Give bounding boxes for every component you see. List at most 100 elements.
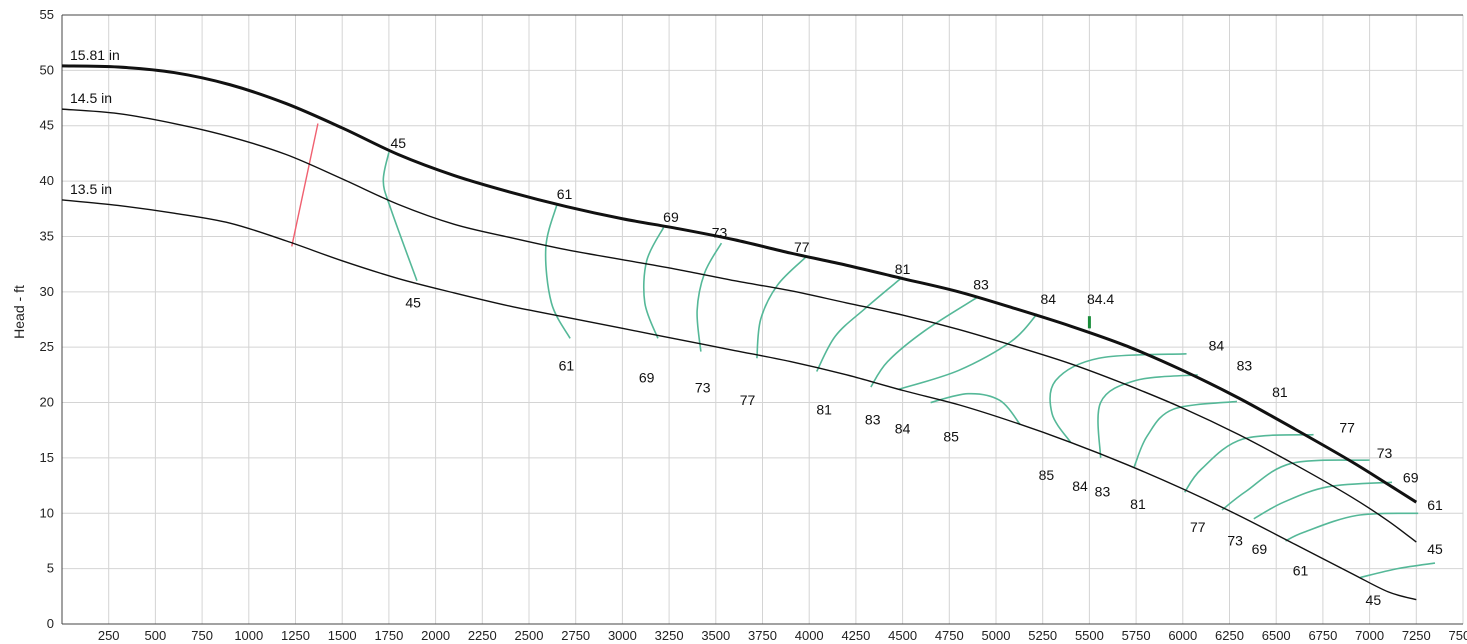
efficiency-label: 45 bbox=[1366, 592, 1382, 608]
y-tick-label: 25 bbox=[40, 339, 54, 354]
efficiency-label: 83 bbox=[1095, 484, 1111, 500]
y-tick-label: 45 bbox=[40, 118, 54, 133]
efficiency-label: 83 bbox=[973, 277, 989, 293]
x-tick-label: 2750 bbox=[561, 628, 590, 643]
x-tick-label: 250 bbox=[98, 628, 120, 643]
efficiency-contour-line bbox=[1049, 353, 1187, 443]
efficiency-contour-line bbox=[898, 313, 1038, 391]
impeller-curve-line bbox=[61, 64, 1418, 504]
efficiency-contour-line bbox=[870, 296, 978, 388]
efficiency-label: 77 bbox=[794, 239, 810, 255]
efficiency-label: 45 bbox=[1427, 541, 1443, 557]
efficiency-contour-line bbox=[1360, 562, 1436, 579]
impeller-curve-label: 13.5 in bbox=[70, 181, 112, 197]
efficiency-label: 84 bbox=[1209, 338, 1225, 354]
efficiency-label: 81 bbox=[1130, 496, 1146, 512]
efficiency-contour-line bbox=[930, 392, 1021, 426]
axes-layer: 250 500 750 1000 1250 1500 1750 2000 2250 2500 275… bbox=[40, 7, 1467, 643]
efficiency-contour-line bbox=[1184, 433, 1314, 493]
efficiency-label: 69 bbox=[1252, 541, 1268, 557]
limit-line bbox=[291, 123, 319, 247]
x-tick-label: 5000 bbox=[982, 628, 1011, 643]
efficiency-contour-line bbox=[1285, 512, 1419, 542]
y-axis-title: Head - ft bbox=[11, 285, 27, 339]
efficiency-label: 69 bbox=[639, 370, 655, 386]
x-tick-label: 6750 bbox=[1308, 628, 1337, 643]
efficiency-label: 73 bbox=[712, 225, 728, 241]
x-tick-label: 4500 bbox=[888, 628, 917, 643]
efficiency-contour-line bbox=[544, 204, 571, 339]
x-tick-label: 3750 bbox=[748, 628, 777, 643]
efficiency-label: 61 bbox=[559, 357, 575, 373]
efficiency-contour-line bbox=[696, 242, 723, 352]
impeller-curve-line bbox=[61, 199, 1417, 601]
x-tick-label: 2250 bbox=[468, 628, 497, 643]
grid-layer bbox=[62, 14, 1464, 625]
x-tick-label: 6250 bbox=[1215, 628, 1244, 643]
y-tick-label: 5 bbox=[47, 561, 54, 576]
y-tick-label: 10 bbox=[40, 505, 54, 520]
efficiency-label: 77 bbox=[740, 392, 756, 408]
efficiency-label: 73 bbox=[695, 380, 711, 396]
efficiency-label: 83 bbox=[1237, 357, 1253, 373]
x-tick-label: 2500 bbox=[515, 628, 544, 643]
y-tick-label: 15 bbox=[40, 450, 54, 465]
efficiency-label: 61 bbox=[1293, 562, 1309, 578]
impeller-curve-line bbox=[61, 108, 1417, 543]
efficiency-label: 77 bbox=[1339, 419, 1355, 435]
x-tick-label: 750 bbox=[191, 628, 213, 643]
labels-layer: 15.81 in 14.5 in 13.5 in 45 45 61 61 69 69 73 73 77… bbox=[70, 47, 1443, 608]
efficiency-label: 84.4 bbox=[1087, 291, 1114, 307]
efficiency-label: 84 bbox=[1072, 478, 1088, 494]
y-tick-label: 50 bbox=[40, 62, 54, 77]
efficiency-contour-line bbox=[382, 152, 418, 282]
efficiency-label: 69 bbox=[663, 209, 679, 225]
y-tick-label: 35 bbox=[40, 228, 54, 243]
efficiency-label: 77 bbox=[1190, 519, 1206, 535]
impeller-curve-label: 14.5 in bbox=[70, 90, 112, 106]
efficiency-label: 84 bbox=[1041, 291, 1057, 307]
x-tick-label: 3000 bbox=[608, 628, 637, 643]
y-tick-label: 55 bbox=[40, 7, 54, 22]
efficiency-label: 81 bbox=[1272, 384, 1288, 400]
efficiency-contour-line bbox=[1133, 400, 1238, 468]
efficiency-label: 69 bbox=[1403, 469, 1419, 485]
x-tick-label: 7000 bbox=[1355, 628, 1384, 643]
impeller-curve-label: 15.81 in bbox=[70, 47, 120, 63]
efficiency-label: 61 bbox=[1427, 497, 1443, 513]
x-tick-label: 1750 bbox=[374, 628, 403, 643]
efficiency-contour-line bbox=[815, 277, 902, 372]
x-tick-label: 4000 bbox=[795, 628, 824, 643]
y-tick-label: 0 bbox=[47, 616, 54, 631]
efficiency-label: 81 bbox=[895, 261, 911, 277]
x-tick-label: 5750 bbox=[1122, 628, 1151, 643]
efficiency-label: 85 bbox=[943, 428, 959, 444]
efficiency-label: 73 bbox=[1227, 532, 1243, 548]
efficiency-label: 73 bbox=[1377, 445, 1393, 461]
efficiency-label: 83 bbox=[865, 412, 881, 428]
efficiency-contour-line bbox=[1253, 481, 1393, 520]
efficiency-label: 81 bbox=[816, 402, 832, 418]
efficiency-contour-line bbox=[1097, 374, 1198, 458]
efficiency-label: 61 bbox=[557, 186, 573, 202]
y-tick-label: 20 bbox=[40, 395, 54, 410]
efficiency-label: 84 bbox=[895, 421, 911, 437]
x-tick-label: 3250 bbox=[655, 628, 684, 643]
series-layer bbox=[61, 64, 1436, 601]
x-tick-label: 5250 bbox=[1028, 628, 1057, 643]
efficiency-contour-line bbox=[1221, 459, 1370, 511]
efficiency-label: 85 bbox=[1039, 467, 1055, 483]
x-tick-label: 500 bbox=[145, 628, 167, 643]
x-tick-label: 1500 bbox=[328, 628, 357, 643]
x-tick-label: 1000 bbox=[234, 628, 263, 643]
x-tick-label: 3500 bbox=[701, 628, 730, 643]
x-tick-label: 5500 bbox=[1075, 628, 1104, 643]
x-tick-label: 4250 bbox=[841, 628, 870, 643]
efficiency-label: 45 bbox=[390, 135, 406, 151]
efficiency-contour-line bbox=[756, 256, 807, 359]
x-tick-label: 7250 bbox=[1402, 628, 1431, 643]
x-tick-label: 2000 bbox=[421, 628, 450, 643]
